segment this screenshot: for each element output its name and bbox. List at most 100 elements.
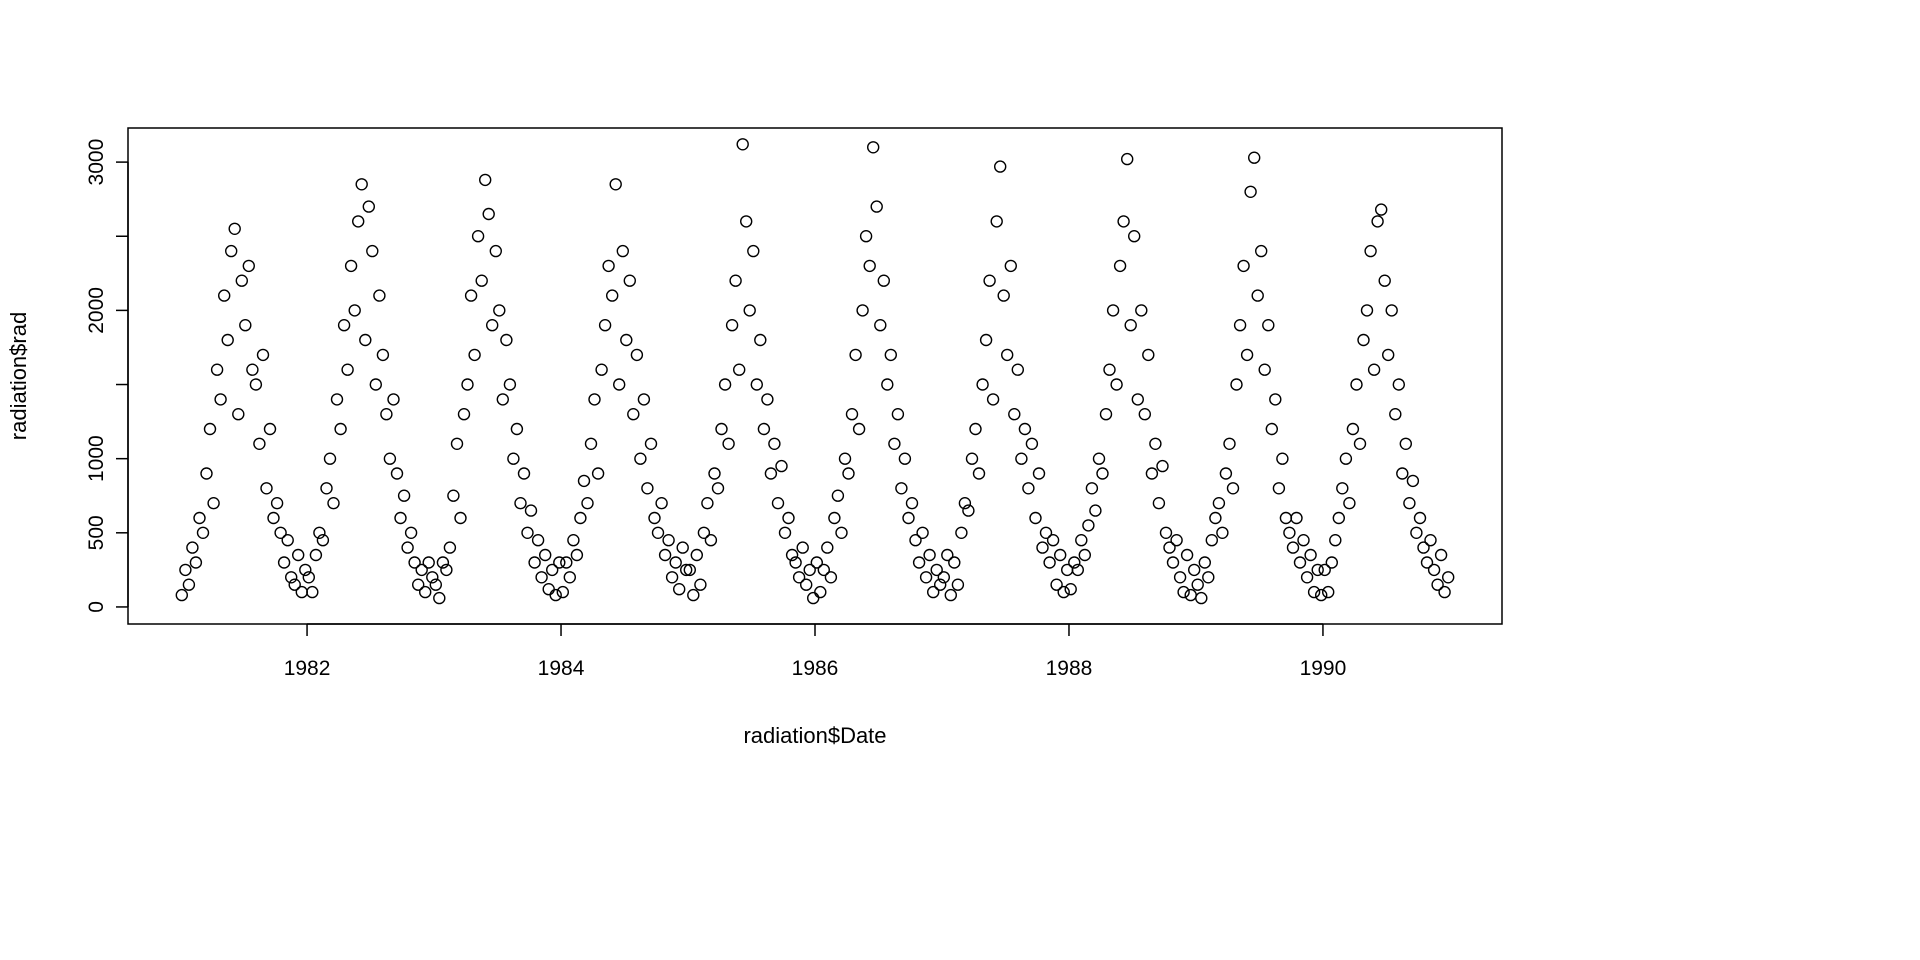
- data-point: [263, 422, 277, 436]
- data-point: [1420, 556, 1434, 569]
- data-point: [1184, 588, 1197, 602]
- data-point: [754, 333, 767, 347]
- data-point: [408, 556, 421, 569]
- data-point: [1233, 319, 1247, 332]
- data-point: [380, 408, 393, 421]
- data-point: [711, 482, 725, 495]
- data-point: [725, 319, 739, 332]
- data-point: [835, 526, 848, 539]
- data-point: [1332, 511, 1346, 525]
- data-point: [299, 563, 312, 577]
- data-point: [694, 578, 707, 591]
- data-point: [1396, 467, 1409, 480]
- data-point: [722, 437, 735, 450]
- data-point: [1032, 467, 1046, 480]
- data-point: [680, 563, 693, 577]
- data-point: [1438, 585, 1451, 599]
- data-point: [785, 548, 799, 562]
- data-point: [1300, 571, 1314, 584]
- data-point: [429, 578, 442, 591]
- data-point: [898, 452, 912, 465]
- data-point: [852, 422, 866, 436]
- data-point: [750, 378, 763, 391]
- data-point: [1290, 511, 1303, 525]
- data-point: [1166, 556, 1180, 569]
- data-point: [323, 452, 337, 465]
- x-axis-label: radiation$Date: [743, 723, 886, 748]
- data-point: [200, 467, 213, 480]
- data-point: [1180, 548, 1194, 562]
- data-point: [817, 563, 830, 577]
- data-point: [1329, 534, 1342, 547]
- data-point: [246, 363, 259, 376]
- data-point: [733, 363, 746, 376]
- data-point: [828, 511, 841, 525]
- data-point: [1216, 526, 1229, 539]
- data-point: [1314, 588, 1328, 602]
- data-point: [570, 548, 584, 562]
- data-point: [598, 319, 612, 332]
- data-point: [514, 497, 527, 510]
- data-point: [1022, 482, 1035, 495]
- data-point: [355, 178, 368, 191]
- data-point: [676, 541, 689, 554]
- data-point: [207, 497, 220, 510]
- data-point: [1385, 304, 1398, 317]
- data-point: [1057, 585, 1070, 599]
- data-point: [1226, 482, 1240, 495]
- data-point: [856, 304, 869, 317]
- data-point: [1240, 348, 1254, 362]
- y-tick-label: 2000: [85, 287, 108, 334]
- data-point: [1025, 437, 1039, 450]
- data-point: [228, 222, 241, 236]
- data-point: [986, 393, 1000, 406]
- data-point: [521, 526, 534, 539]
- data-point: [507, 452, 520, 465]
- data-point: [1110, 378, 1123, 391]
- data-point: [1096, 467, 1109, 480]
- data-point: [581, 497, 594, 510]
- data-point: [217, 289, 231, 302]
- data-point: [1269, 393, 1282, 406]
- data-point: [553, 556, 566, 569]
- data-point: [655, 497, 668, 510]
- data-point: [1272, 482, 1286, 495]
- data-point: [535, 571, 548, 584]
- data-point: [927, 585, 940, 599]
- data-point: [277, 556, 291, 569]
- data-point: [1417, 541, 1430, 554]
- data-point: [800, 578, 813, 591]
- data-point: [224, 244, 238, 258]
- data-point: [845, 408, 859, 421]
- data-point: [1304, 548, 1317, 562]
- y-tick-label: 500: [85, 515, 108, 550]
- data-point: [979, 333, 993, 347]
- data-point: [1265, 422, 1279, 436]
- data-point: [930, 563, 943, 577]
- data-point: [1371, 215, 1384, 228]
- data-point: [496, 393, 509, 406]
- data-point: [366, 244, 379, 258]
- data-point: [443, 541, 457, 554]
- data-point: [1124, 319, 1137, 332]
- data-point: [341, 363, 354, 376]
- data-point: [1427, 563, 1441, 577]
- data-point: [1103, 363, 1116, 376]
- data-point: [1254, 244, 1268, 258]
- data-point: [1307, 585, 1321, 599]
- data-point: [1424, 534, 1437, 547]
- data-point: [637, 393, 651, 406]
- data-point: [877, 274, 890, 287]
- data-point: [1297, 534, 1310, 547]
- data-point: [923, 548, 936, 562]
- data-point: [1068, 556, 1081, 569]
- data-point: [292, 548, 305, 562]
- data-point: [394, 511, 407, 525]
- data-point: [344, 259, 358, 273]
- data-point: [990, 215, 1003, 228]
- data-point: [687, 588, 700, 602]
- data-point: [1205, 534, 1219, 547]
- data-point: [546, 563, 559, 577]
- data-point: [912, 556, 926, 569]
- data-point: [948, 556, 961, 569]
